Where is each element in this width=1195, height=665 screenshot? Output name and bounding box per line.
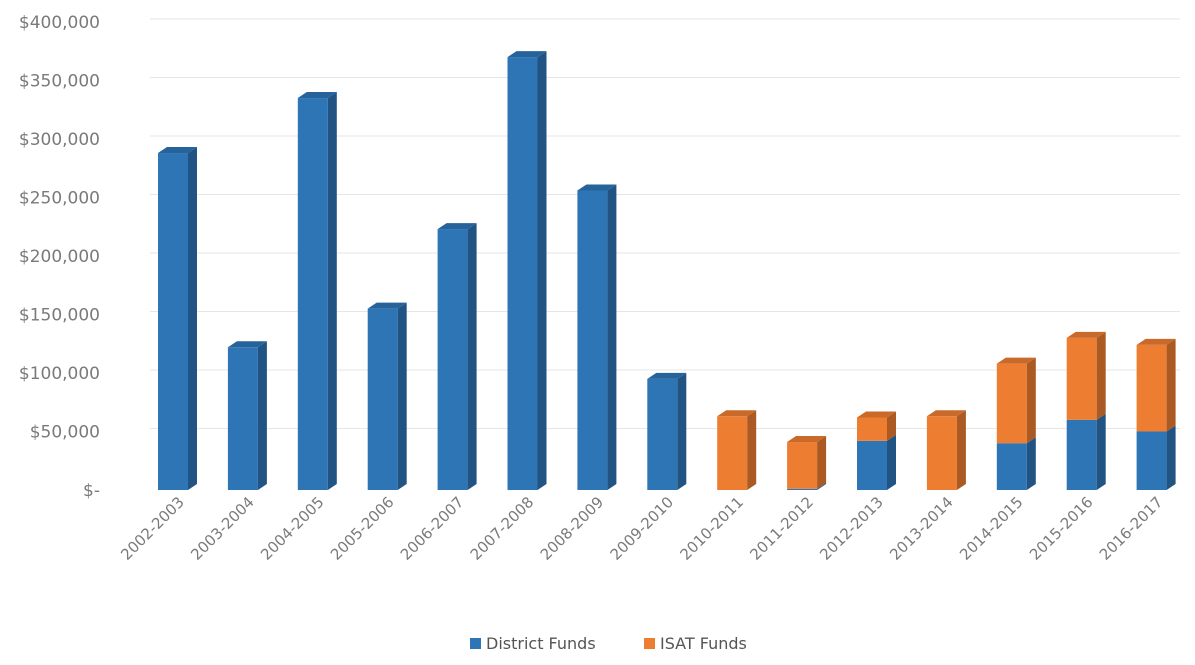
x-tick-label: 2015-2016 [1026,493,1097,564]
bar-district-funds [647,372,687,490]
bar-district-funds [367,302,407,490]
bar-district-funds [996,437,1036,490]
bar-district-funds [158,147,197,491]
y-tick-label: $50,000 [30,423,100,443]
bar-district-funds [857,434,896,490]
x-tick-label: 2014-2015 [956,493,1027,564]
x-tick-label: 2004-2005 [257,493,328,564]
bars [158,51,1176,491]
legend-label: ISAT Funds [660,634,747,653]
y-tick-label: $200,000 [19,247,100,267]
x-tick-label: 2012-2013 [816,493,887,564]
x-tick-label: 2007-2008 [467,493,538,564]
bar-district-funds [297,92,337,491]
y-tick-label: $250,000 [19,189,100,209]
y-tick-label: $400,000 [19,13,100,33]
legend-item: District Funds [470,634,596,653]
bar-isat-funds [1066,331,1106,420]
x-tick-label: 2002-2003 [117,493,188,564]
bar-district-funds [227,341,267,490]
x-tick-label: 2009-2010 [607,493,678,564]
y-tick-label: $150,000 [19,306,100,326]
bar-isat-funds [996,357,1036,444]
x-axis: 2002-2003 2003-2004 2004-2005 2005-2006 2006… [117,493,1166,564]
x-tick-label: 2011-2012 [746,493,817,564]
x-tick-label: 2006-2007 [397,493,468,564]
bar-district-funds [1066,413,1106,490]
legend-swatch [644,638,655,649]
x-tick-label: 2008-2009 [537,493,608,564]
y-axis: $- $50,000 $100,000 $150,000 $200,000 $250,00… [19,13,100,501]
y-tick-label: $100,000 [19,364,100,384]
bar-district-funds [437,223,477,490]
bar-district-funds [507,51,547,490]
bar-isat-funds [787,436,827,489]
legend-swatch [470,638,481,649]
bar-district-funds [787,482,827,490]
bar-isat-funds [717,410,757,490]
bar-district-funds [577,184,617,491]
bar-district-funds [1136,425,1176,490]
x-tick-label: 2013-2014 [886,493,957,564]
x-tick-label: 2005-2006 [327,493,398,564]
x-tick-label: 2010-2011 [676,493,747,564]
x-tick-label: 2016-2017 [1096,493,1167,564]
y-tick-label: $350,000 [19,72,100,92]
legend-label: District Funds [486,634,596,653]
legend: District Funds ISAT Funds [470,634,747,653]
bar-isat-funds [1136,338,1176,432]
bar-isat-funds [857,411,896,441]
legend-item: ISAT Funds [644,634,747,653]
x-tick-label: 2003-2004 [187,493,258,564]
bar-isat-funds [926,410,966,490]
y-tick-label: $- [83,481,100,501]
y-tick-label: $300,000 [19,130,100,150]
